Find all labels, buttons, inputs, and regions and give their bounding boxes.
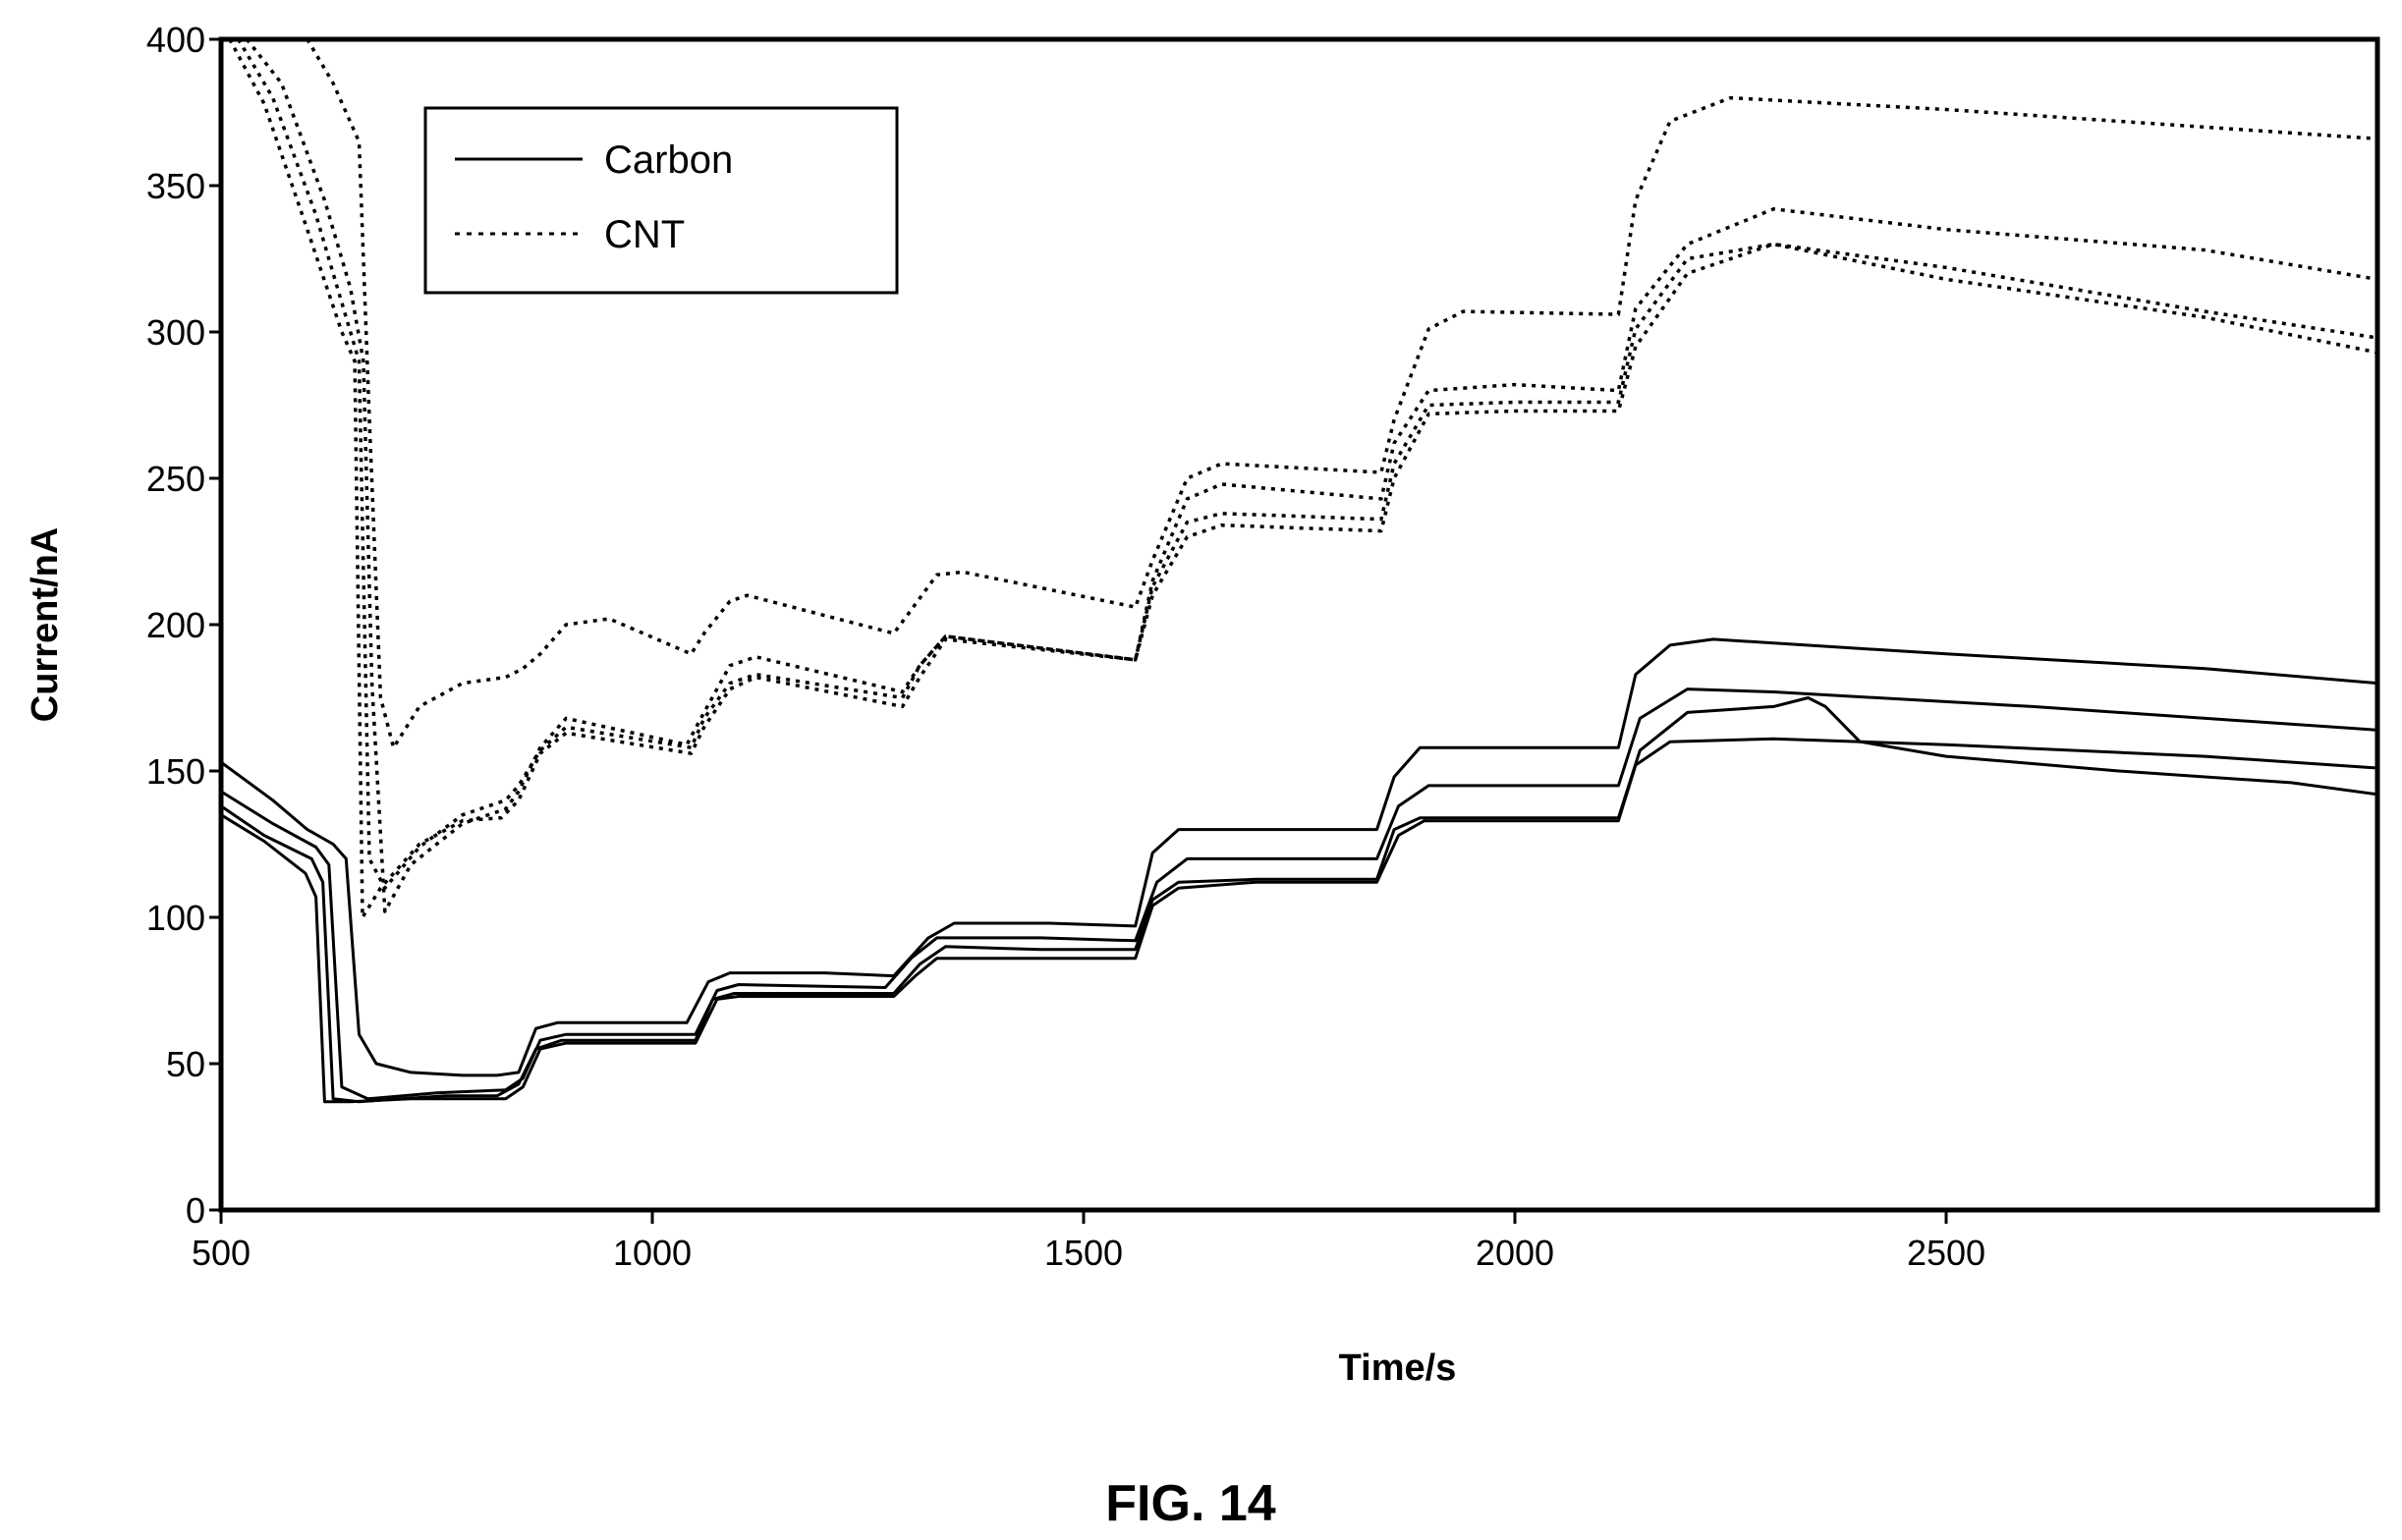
y-tick-label: 250	[146, 459, 205, 499]
series-line-carbon-3	[221, 737, 2377, 1104]
legend-label-carbon: Carbon	[604, 138, 733, 182]
x-tick-label: 2500	[1907, 1233, 1985, 1273]
series-line-cnt-7	[228, 39, 2377, 919]
y-tick-label: 400	[146, 20, 205, 60]
x-tick-label: 500	[192, 1233, 251, 1273]
series-layer	[221, 39, 2377, 1104]
figure-caption: FIG. 14	[1105, 1475, 1275, 1532]
series-line-cnt-4	[306, 39, 2377, 749]
series-line-cnt-5	[245, 39, 2377, 913]
y-tick-label: 100	[146, 898, 205, 938]
y-tick-label: 350	[146, 166, 205, 206]
legend-box	[423, 106, 899, 295]
y-tick-label: 0	[186, 1190, 205, 1231]
x-axis-title: Time/s	[1339, 1348, 1457, 1389]
y-tick-label: 50	[166, 1044, 205, 1084]
y-axis-title: Current/nA	[25, 527, 66, 722]
legend: Carbon CNT	[423, 106, 899, 295]
axis-layer: 0 50 100 150 200 250 300 350 400 500 1000 1500 2000 2…	[146, 20, 1985, 1273]
legend-label-cnt: CNT	[604, 213, 685, 256]
x-tick-label: 1500	[1044, 1233, 1123, 1273]
series-line-cnt-6	[237, 39, 2377, 890]
y-tick-label: 300	[146, 312, 205, 353]
series-line-carbon-2	[221, 696, 2377, 1104]
series-line-carbon-1	[221, 688, 2377, 1101]
x-tick-label: 2000	[1476, 1233, 1554, 1273]
x-tick-label: 1000	[613, 1233, 692, 1273]
y-tick-label: 200	[146, 605, 205, 645]
y-tick-label: 150	[146, 751, 205, 792]
